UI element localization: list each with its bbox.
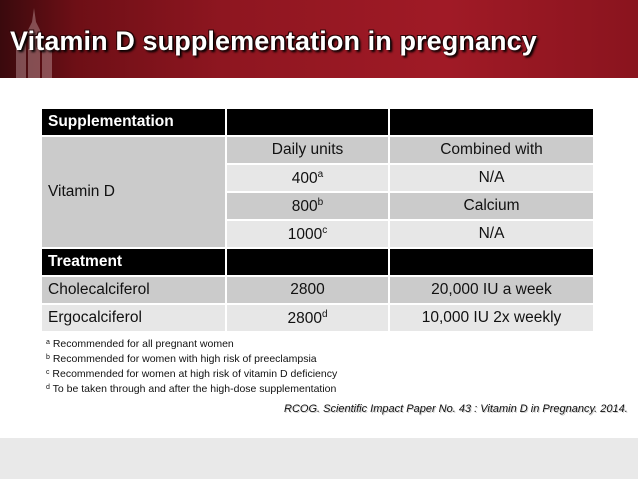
combined-cell: 10,000 IU 2x weekly bbox=[388, 303, 595, 333]
combined-with-header: Combined with bbox=[388, 135, 595, 165]
daily-units-header: Daily units bbox=[225, 135, 390, 165]
footer-bar bbox=[0, 438, 638, 479]
drug-name-cell: Ergocalciferol bbox=[40, 303, 227, 333]
table-row: 400a N/A bbox=[41, 163, 595, 193]
footnote: c Recommended for women at high risk of … bbox=[46, 368, 338, 380]
units-cell: 2800d bbox=[225, 303, 390, 333]
table-row: Cholecalciferol 2800 20,000 IU a week bbox=[40, 275, 595, 305]
footnote: b Recommended for women with high risk o… bbox=[46, 353, 317, 365]
citation: RCOG. Scientific Impact Paper No. 43 : V… bbox=[284, 403, 628, 415]
units-cell: 400a bbox=[225, 163, 390, 193]
table-row: 800b Calcium bbox=[41, 191, 595, 221]
title-banner: Vitamin D supplementation in pregnancy bbox=[0, 0, 638, 78]
treatment-header-row: Treatment bbox=[40, 247, 595, 277]
supplementation-table: Supplementation Vitamin D Daily units Co… bbox=[40, 107, 595, 333]
slide-title: Vitamin D supplementation in pregnancy bbox=[10, 26, 537, 56]
units-cell: 2800 bbox=[225, 275, 390, 305]
footnotes: a Recommended for all pregnant women b R… bbox=[46, 336, 337, 396]
combined-cell: N/A bbox=[388, 219, 595, 249]
units-cell: 800b bbox=[225, 191, 390, 221]
table-row: Ergocalciferol 2800d 10,000 IU 2x weekly bbox=[40, 303, 595, 333]
table-row: Vitamin D Daily units Combined with bbox=[40, 135, 595, 249]
drug-name-cell: Cholecalciferol bbox=[40, 275, 227, 305]
footnote: a Recommended for all pregnant women bbox=[46, 338, 234, 350]
table-row: 1000c N/A bbox=[41, 219, 595, 249]
combined-cell: 20,000 IU a week bbox=[388, 275, 595, 305]
cathedral-icon bbox=[16, 8, 52, 78]
units-cell: 1000c bbox=[225, 219, 390, 249]
vitamin-d-label: Vitamin D bbox=[40, 135, 227, 249]
combined-cell: N/A bbox=[388, 163, 595, 193]
combined-cell: Calcium bbox=[388, 191, 595, 221]
supplementation-header: Supplementation bbox=[40, 107, 227, 137]
footnote: d To be taken through and after the high… bbox=[46, 383, 337, 395]
table-header-row: Supplementation bbox=[40, 107, 595, 137]
treatment-header: Treatment bbox=[40, 247, 227, 277]
